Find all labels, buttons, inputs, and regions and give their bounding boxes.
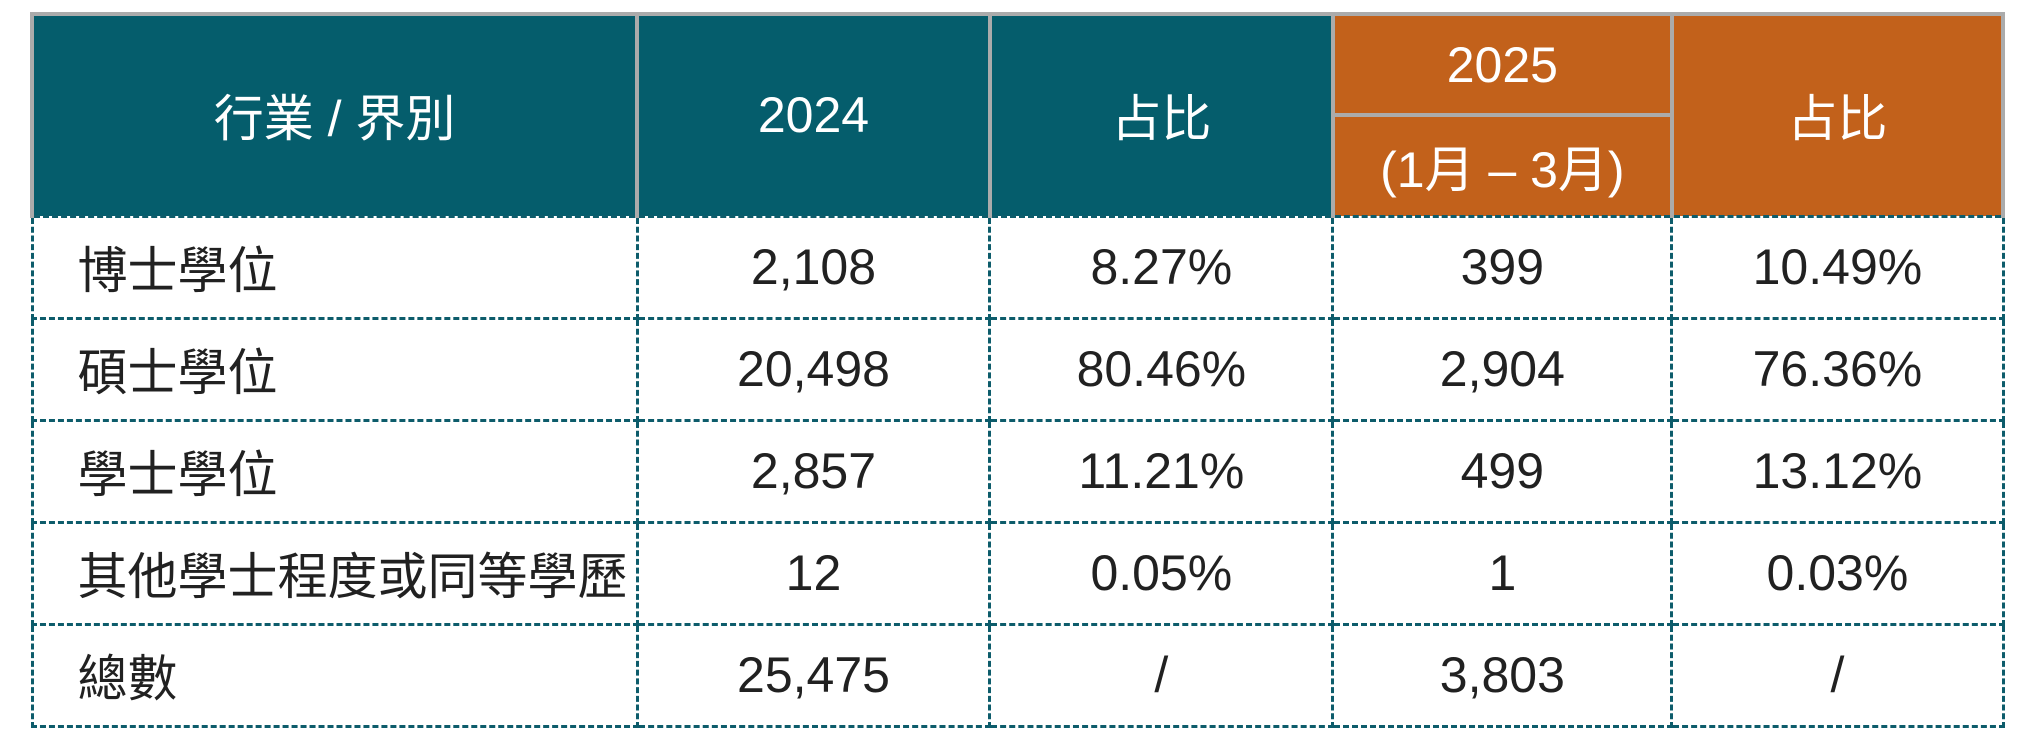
share-2024: / — [988, 622, 1335, 728]
share-2025: 10.49% — [1670, 214, 2005, 320]
table-header: 行業 / 界別 2024 占比 2025 占比 (1月 – 3月) — [29, 12, 2006, 216]
row-label: 碩士學位 — [30, 316, 639, 422]
share-2024: 8.27% — [988, 214, 1335, 320]
table-row: 碩士學位 20,498 80.46% 2,904 76.36% — [30, 316, 2005, 422]
count-2024: 20,498 — [635, 316, 992, 422]
row-label: 博士學位 — [30, 214, 639, 320]
header-share-2024: 占比 — [987, 12, 1335, 216]
header-share-2025: 占比 — [1669, 12, 2006, 216]
count-2024: 2,108 — [635, 214, 992, 320]
header-row-sub: (1月 – 3月) — [32, 113, 2003, 216]
count-2025: 399 — [1331, 214, 1674, 320]
header-period-2025: (1月 – 3月) — [1330, 113, 1674, 216]
count-2025: 3,803 — [1331, 622, 1674, 728]
count-2024: 12 — [635, 520, 992, 626]
header-year-2024: 2024 — [635, 12, 992, 216]
table-row: 博士學位 2,108 8.27% 399 10.49% — [30, 214, 2005, 320]
share-2025: 0.03% — [1670, 520, 2005, 626]
row-label: 總數 — [30, 622, 639, 728]
count-2025: 2,904 — [1331, 316, 1674, 422]
share-2025: 13.12% — [1670, 418, 2005, 524]
table-row: 其他學士程度或同等學歷 12 0.05% 1 0.03% — [30, 520, 2005, 626]
count-2024: 25,475 — [635, 622, 992, 728]
count-2025: 499 — [1331, 418, 1674, 524]
header-year-2025: 2025 — [1330, 12, 1674, 117]
header-row-top: 行業 / 界別 2024 占比 2025 占比 — [29, 12, 2006, 216]
share-2025: / — [1670, 622, 2005, 728]
share-2024: 0.05% — [988, 520, 1335, 626]
row-label: 學士學位 — [30, 418, 639, 524]
row-label: 其他學士程度或同等學歷 — [30, 520, 639, 626]
header-industry: 行業 / 界別 — [29, 12, 640, 216]
education-level-table: 行業 / 界別 2024 占比 2025 占比 (1月 – 3月) 博士學位 2… — [29, 12, 2006, 728]
count-2024: 2,857 — [635, 418, 992, 524]
table-row-total: 總數 25,475 / 3,803 / — [30, 622, 2005, 728]
table-row: 學士學位 2,857 11.21% 499 13.12% — [30, 418, 2005, 524]
share-2024: 80.46% — [988, 316, 1335, 422]
share-2025: 76.36% — [1670, 316, 2005, 422]
table-body: 博士學位 2,108 8.27% 399 10.49% 碩士學位 20,498 … — [30, 214, 2005, 728]
share-2024: 11.21% — [988, 418, 1335, 524]
count-2025: 1 — [1331, 520, 1674, 626]
